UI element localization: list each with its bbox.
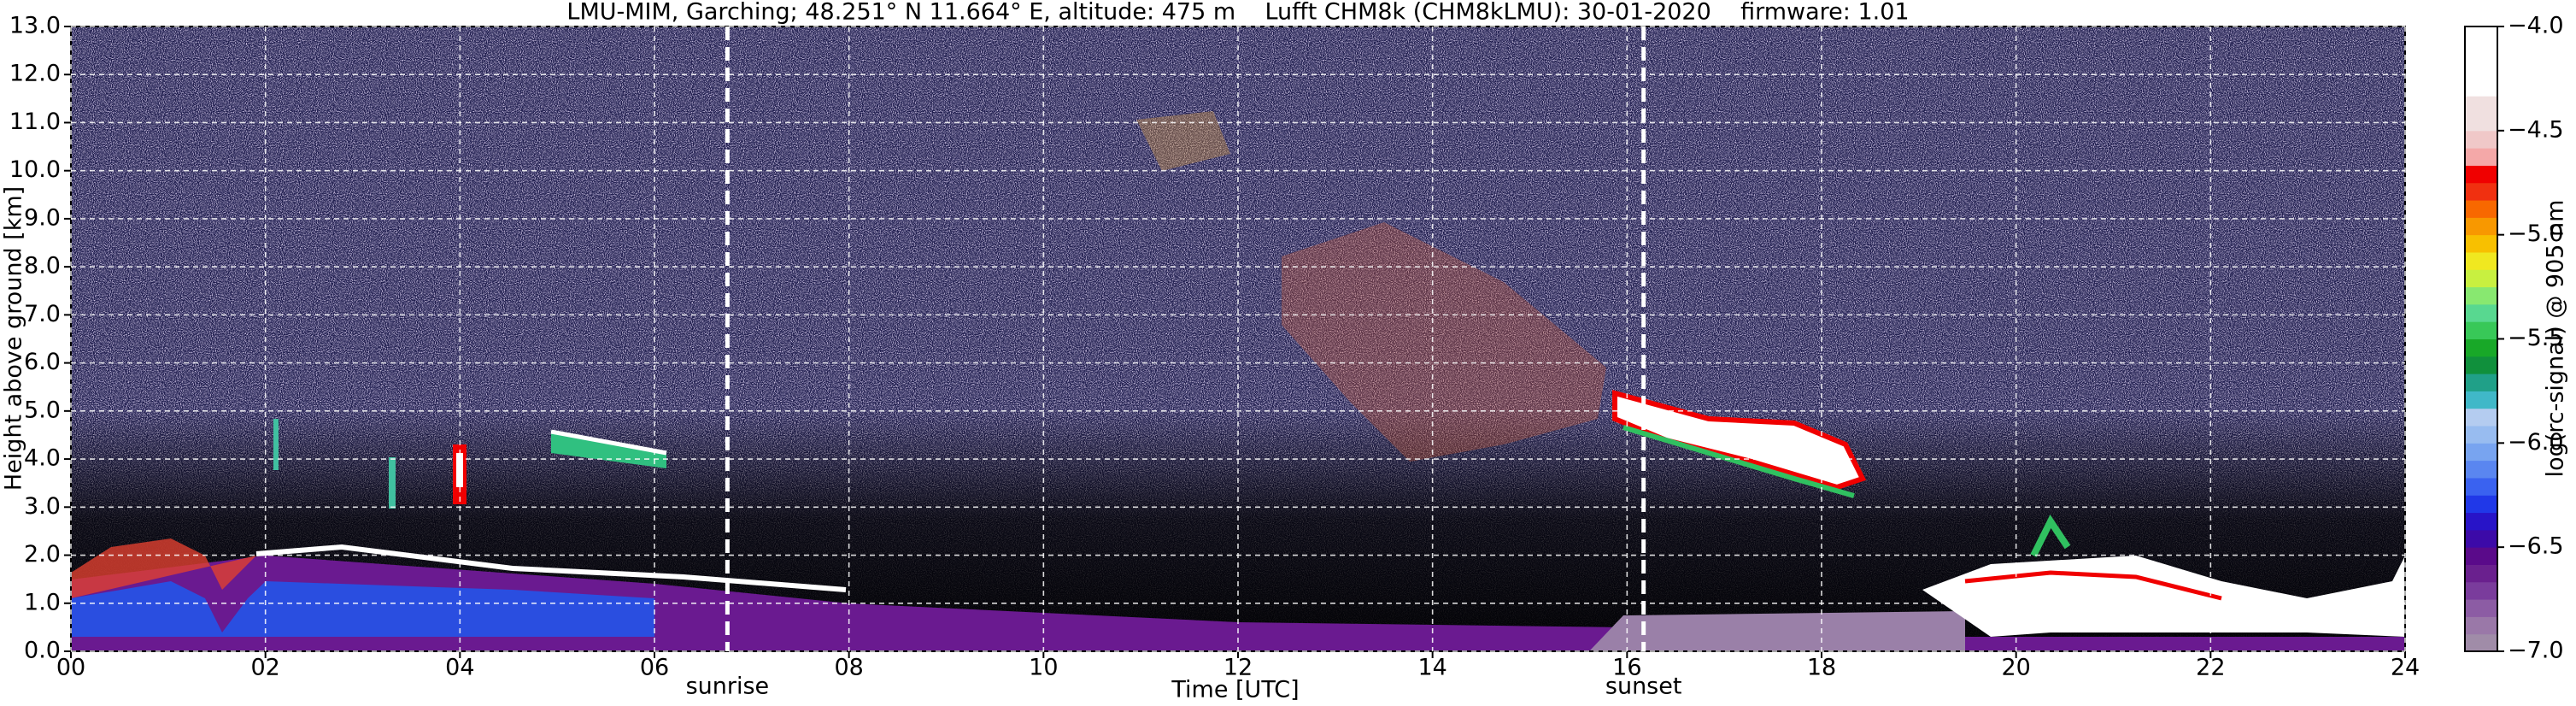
y-tick-label: 10.0 <box>9 156 61 183</box>
chart-title: LMU-MIM, Garching; 48.251° N 11.664° E, … <box>566 0 1909 26</box>
y-tick-label: 5.0 <box>24 397 61 423</box>
x-tick-label: 08 <box>834 655 863 681</box>
colorbar-swatch <box>2465 269 2497 288</box>
colorbar-swatch <box>2465 338 2497 357</box>
colorbar-swatch <box>2465 96 2497 115</box>
colorbar-swatch <box>2465 495 2497 514</box>
colorbar-swatch <box>2465 356 2497 374</box>
colorbar-swatch <box>2465 391 2497 409</box>
annotation-label: sunset <box>1605 674 1682 700</box>
y-tick-label: 12.0 <box>9 61 61 87</box>
x-tick-label: 24 <box>2391 655 2420 681</box>
x-tick-label: 04 <box>445 655 474 681</box>
colorbar-swatch <box>2465 547 2497 565</box>
colorbar-swatch <box>2465 633 2497 652</box>
x-tick-label: 02 <box>250 655 279 681</box>
y-axis-label: Height above ground [km] <box>1 186 27 491</box>
colorbar-swatch <box>2465 303 2497 322</box>
colorbar-swatch <box>2465 217 2497 236</box>
colorbar-tick-label: −7.0 <box>2508 638 2564 664</box>
y-tick-label: 8.0 <box>24 253 61 279</box>
colorbar-swatch <box>2465 251 2497 270</box>
colorbar-swatch <box>2465 78 2497 97</box>
colorbar-swatch <box>2465 374 2497 391</box>
colorbar-swatch <box>2465 616 2497 635</box>
y-tick-label: 13.0 <box>9 13 61 39</box>
colorbar-swatch <box>2465 321 2497 339</box>
x-axis-label: Time [UTC] <box>1171 677 1299 703</box>
y-tick-label: 7.0 <box>24 301 61 327</box>
colorbar-swatch <box>2465 130 2497 149</box>
colorbar-tick-label: −6.0 <box>2508 429 2564 456</box>
colorbar-label: log(rc-signal) @ 905 nm <box>2543 200 2569 478</box>
colorbar-tick-label: −5.5 <box>2508 325 2564 351</box>
colorbar-tick-label: −4.0 <box>2508 13 2564 39</box>
colorbar-swatch <box>2465 443 2497 462</box>
colorbar-swatch <box>2465 200 2497 218</box>
y-tick-label: 3.0 <box>24 493 61 520</box>
colorbar-swatch <box>2465 581 2497 600</box>
colorbar-swatch <box>2465 61 2497 79</box>
annotation-label: sunrise <box>686 674 770 700</box>
x-tick-label: 14 <box>1417 655 1446 681</box>
colorbar-tick-label: −5.0 <box>2508 221 2564 247</box>
x-tick-label: 00 <box>56 655 85 681</box>
colorbar-tick-label: −4.5 <box>2508 116 2564 143</box>
x-tick-label: 20 <box>2001 655 2030 681</box>
x-tick-label: 22 <box>2196 655 2225 681</box>
colorbar-swatch <box>2465 426 2497 444</box>
colorbar-swatch <box>2465 113 2497 132</box>
colorbar-tick-label: −6.5 <box>2508 533 2564 560</box>
colorbar-swatch <box>2465 182 2497 201</box>
colorbar-swatch <box>2465 148 2497 166</box>
colorbar-swatch <box>2465 26 2497 44</box>
y-tick-label: 1.0 <box>24 589 61 615</box>
y-tick-label: 4.0 <box>24 445 61 472</box>
x-tick-label: 16 <box>1612 655 1641 681</box>
y-tick-label: 2.0 <box>24 541 61 568</box>
y-tick-label: 11.0 <box>9 109 61 135</box>
x-tick-label: 18 <box>1807 655 1836 681</box>
x-tick-label: 12 <box>1223 655 1253 681</box>
y-tick-label: 9.0 <box>24 204 61 231</box>
x-tick-label: 10 <box>1029 655 1058 681</box>
colorbar-swatch <box>2465 599 2497 617</box>
colorbar-swatch <box>2465 512 2497 531</box>
y-tick-label: 6.0 <box>24 349 61 375</box>
y-tick-label: 0.0 <box>24 638 61 664</box>
colorbar-swatch <box>2465 477 2497 496</box>
colorbar-swatch <box>2465 286 2497 305</box>
colorbar-swatch <box>2465 234 2497 253</box>
colorbar-swatch <box>2465 460 2497 479</box>
colorbar-swatch <box>2465 44 2497 62</box>
colorbar-swatch <box>2465 408 2497 427</box>
colorbar-swatch <box>2465 165 2497 184</box>
colorbar-swatch <box>2465 529 2497 548</box>
colorbar-swatch <box>2465 564 2497 583</box>
x-tick-label: 06 <box>640 655 669 681</box>
